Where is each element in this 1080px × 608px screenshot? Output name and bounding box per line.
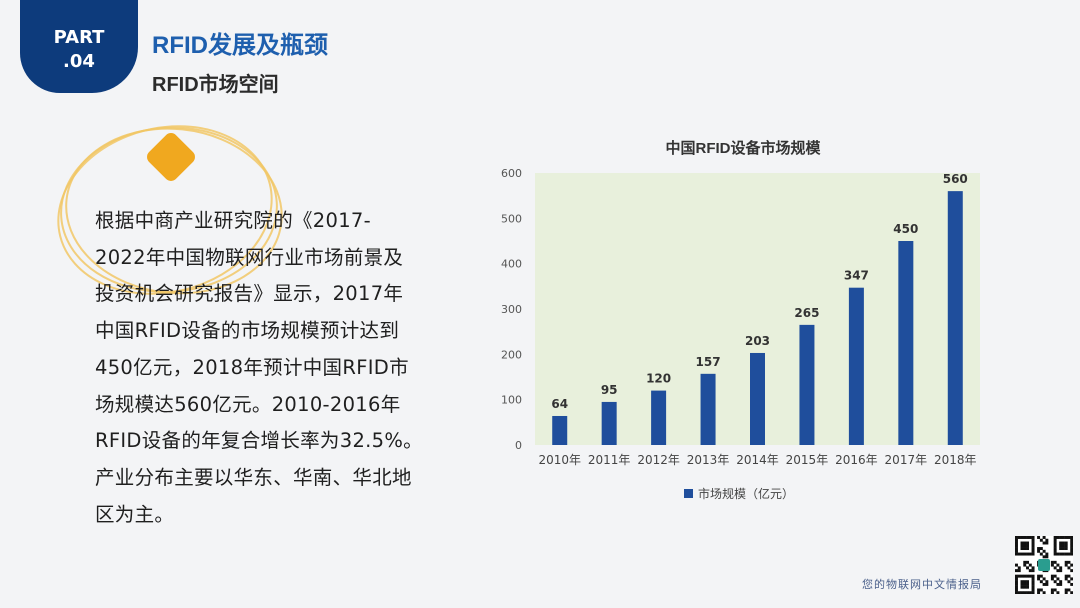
bar [700, 373, 716, 445]
bar-chart: 中国RFID设备市场规模 0 100 200 300 400 500 600 64 95 120… [501, 139, 980, 501]
y-tick-label: 600 [501, 167, 522, 180]
body-line: 区为主。 [95, 502, 175, 526]
orange-diamond-icon [147, 133, 195, 181]
y-tick-label: 500 [501, 212, 522, 225]
bar-value-label: 347 [844, 269, 869, 283]
x-tick-label: 2010年 [538, 453, 581, 467]
bar [750, 352, 765, 445]
page-title: RFID发展及瓶颈 [152, 32, 328, 59]
bar-value-label: 64 [551, 397, 568, 411]
part-number: .04 [63, 51, 95, 72]
body-line: 投资机会研究报告》显示，2017年 [95, 282, 404, 306]
page-subtitle: RFID市场空间 [152, 74, 279, 96]
bar-value-label: 450 [893, 222, 918, 236]
bar-value-label: 120 [646, 372, 671, 386]
bar [651, 390, 667, 445]
gold-rings-ornament [57, 125, 283, 295]
x-tick-label: 2013年 [687, 453, 730, 467]
body-line: 2022年中国物联网行业市场前景及 [95, 245, 404, 269]
body-line: 场规模达560亿元。2010-2016年 [95, 392, 401, 416]
body-paragraph: 根据中商产业研究院的《2017- 2022年中国物联网行业市场前景及 投资机会研… [95, 203, 430, 533]
x-tick-label: 2014年 [736, 453, 779, 467]
bar-value-label: 203 [745, 334, 770, 348]
legend-label: 市场规模（亿元） [698, 486, 794, 501]
bar [898, 241, 914, 445]
y-tick-label: 100 [501, 394, 522, 407]
bar-value-label: 265 [794, 306, 819, 320]
x-tick-label: 2017年 [885, 453, 928, 467]
y-tick-label: 400 [501, 258, 522, 271]
x-tick-label: 2012年 [637, 453, 680, 467]
bar [799, 324, 815, 445]
y-tick-label: 200 [501, 348, 522, 361]
bar [601, 401, 617, 445]
legend: 市场规模（亿元） [684, 486, 794, 501]
y-tick-label: 0 [515, 439, 522, 452]
bar [552, 415, 568, 445]
x-tick-label: 2016年 [835, 453, 878, 467]
y-tick-label: 300 [501, 303, 522, 316]
x-tick-label: 2018年 [934, 453, 977, 467]
part-badge: PART .04 [20, 0, 138, 93]
body-line: 根据中商产业研究院的《2017- [95, 209, 371, 232]
bar-value-label: 560 [943, 172, 968, 186]
x-tick-label: 2011年 [588, 453, 631, 467]
qr-code-icon [1015, 536, 1073, 594]
body-line: 450亿元，2018年预计中国RFID市 [95, 355, 409, 379]
bar-value-label: 157 [696, 355, 721, 369]
bar-value-label: 95 [601, 383, 618, 397]
x-tick-label: 2015年 [786, 453, 829, 467]
legend-swatch [684, 489, 693, 498]
bar [848, 287, 864, 445]
body-line: RFID设备的年复合增长率为32.5%。 [95, 429, 423, 453]
part-label: PART [53, 27, 105, 48]
chart-title: 中国RFID设备市场规模 [666, 139, 822, 157]
decorative-rings [57, 125, 283, 295]
footer-caption: 您的物联网中文情报局 [862, 578, 982, 591]
bar [947, 191, 963, 445]
body-line: 中国RFID设备的市场规模预计达到 [95, 319, 400, 343]
body-line: 产业分布主要以华东、华南、华北地 [95, 465, 412, 489]
